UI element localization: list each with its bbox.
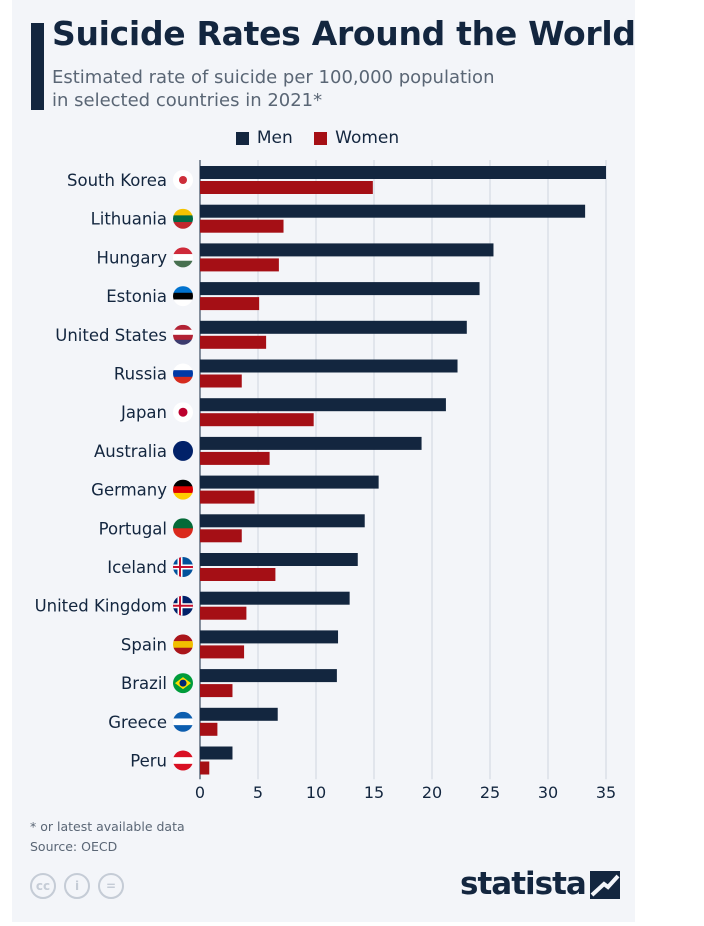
flag-icon: [173, 208, 193, 229]
flag-icon: [173, 363, 193, 384]
x-tick-label: 20: [422, 783, 442, 802]
category-label: Iceland: [107, 558, 167, 577]
chart-subtitle: Estimated rate of suicide per 100,000 po…: [52, 66, 612, 112]
legend-label: Women: [335, 128, 400, 148]
legend-swatch: [235, 131, 249, 145]
category-label: Australia: [94, 442, 167, 461]
category-label: South Korea: [67, 171, 167, 190]
bar-women: [200, 529, 242, 543]
bar-men: [200, 282, 480, 296]
category-label: Lithuania: [91, 210, 167, 229]
flag-icon: [173, 440, 193, 461]
legend-item-men: Men: [235, 128, 293, 148]
bar-women: [200, 761, 210, 775]
flag-icon: [173, 324, 193, 345]
statista-logo-icon: [589, 871, 620, 899]
category-label: Japan: [120, 403, 167, 422]
category-label: Germany: [91, 481, 167, 500]
category-label: United States: [55, 326, 167, 345]
bar-men: [200, 746, 233, 760]
category-label: United Kingdom: [35, 597, 167, 616]
bar-women: [200, 413, 314, 427]
legend-item-women: Women: [314, 128, 399, 148]
flag-icon: [173, 711, 193, 732]
bar-men: [200, 320, 467, 334]
source: Source: OECD: [30, 839, 118, 854]
bar-men: [200, 707, 278, 721]
bar-men: [200, 630, 339, 644]
bar-women: [200, 258, 279, 272]
bar-women: [200, 335, 267, 349]
bar-women: [200, 722, 218, 736]
flag-icon: [173, 518, 193, 539]
subtitle-line: Estimated rate of suicide per 100,000 po…: [52, 67, 495, 88]
bar-men: [200, 166, 606, 179]
x-tick-label: 15: [364, 783, 384, 802]
legend-label: Men: [256, 128, 293, 148]
bar-men: [200, 669, 337, 683]
flag-icon: [173, 402, 193, 423]
bar-women: [200, 606, 247, 620]
bar-men: [200, 514, 365, 528]
bar-women: [200, 374, 242, 388]
bar-men: [200, 591, 350, 605]
flag-icon: [173, 634, 193, 655]
flag-icon: [173, 479, 193, 500]
category-label: Brazil: [121, 674, 167, 693]
category-label: Portugal: [99, 519, 167, 538]
flag-icon: [173, 595, 193, 616]
x-tick-label: 35: [596, 783, 616, 802]
no-derivatives-icon[interactable]: =: [98, 873, 124, 899]
attribution-icon[interactable]: i: [64, 873, 90, 899]
category-label: Estonia: [106, 287, 167, 306]
footnote: * or latest available data: [30, 819, 185, 834]
bar-men: [200, 359, 458, 373]
x-tick-label: 25: [480, 783, 500, 802]
legend: Men Women: [0, 128, 635, 150]
category-label: Russia: [114, 365, 167, 384]
creative-commons-icon[interactable]: cc: [30, 873, 56, 899]
bar-women: [200, 684, 233, 698]
bar-women: [200, 297, 260, 311]
footer-notes: * or latest available data Source: OECD: [30, 817, 185, 857]
bar-women: [200, 568, 276, 581]
bar-men: [200, 553, 358, 566]
x-tick-label: 10: [306, 783, 326, 802]
flag-icon: [173, 557, 193, 577]
x-tick-label: 5: [253, 783, 263, 802]
flag-icon: [173, 750, 193, 771]
flag-icon: [173, 286, 193, 307]
x-tick-label: 30: [538, 783, 558, 802]
bar-women: [200, 645, 245, 659]
x-tick-label: 0: [195, 783, 205, 802]
bar-men: [200, 243, 494, 257]
category-label: Peru: [130, 752, 167, 771]
bar-men: [200, 398, 446, 412]
bar-men: [200, 436, 422, 450]
brand-name: statista: [460, 866, 587, 902]
chart-card: [12, 0, 635, 922]
subtitle-line: in selected countries in 2021*: [52, 90, 323, 111]
flag-icon: [173, 247, 193, 268]
bar-women: [200, 181, 373, 194]
bar-men: [200, 475, 379, 489]
legend-swatch: [314, 131, 328, 145]
category-label: Greece: [108, 713, 167, 732]
license-icons: cc i =: [30, 873, 124, 899]
bar-women: [200, 219, 284, 233]
category-label: Hungary: [97, 248, 168, 267]
bar-men: [200, 204, 586, 218]
flag-icon: [173, 673, 193, 694]
bar-women: [200, 451, 270, 465]
flag-icon: [173, 170, 193, 190]
title-accent-bar: [31, 23, 44, 110]
category-label: Spain: [121, 635, 167, 654]
chart-title: Suicide Rates Around the World: [52, 14, 636, 53]
statista-logo[interactable]: statista: [460, 866, 622, 902]
bar-women: [200, 490, 255, 504]
